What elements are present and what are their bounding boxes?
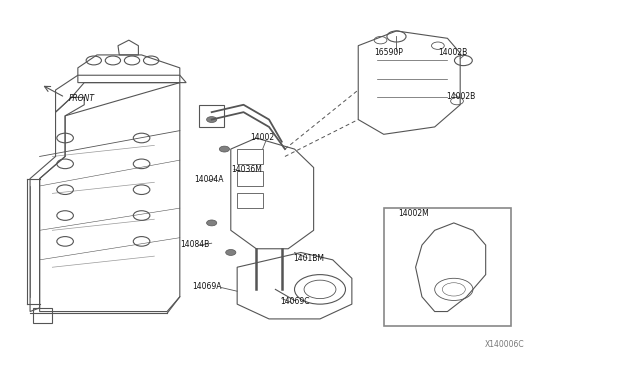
Circle shape (207, 220, 217, 226)
Text: 14084B: 14084B (180, 240, 209, 249)
Text: 16590P: 16590P (374, 48, 403, 57)
Bar (384, 208, 511, 326)
Text: 14002: 14002 (250, 133, 274, 142)
Text: 14036M: 14036M (231, 165, 262, 174)
Text: 14004A: 14004A (194, 175, 223, 184)
Circle shape (226, 250, 236, 256)
Text: X140006C: X140006C (484, 340, 524, 349)
Text: 14002B: 14002B (438, 48, 467, 57)
Text: 14002M: 14002M (397, 209, 429, 218)
Text: FRONT: FRONT (68, 94, 94, 103)
Circle shape (207, 116, 217, 122)
Text: 1401BM: 1401BM (293, 254, 324, 263)
Text: 14069A: 14069A (193, 282, 222, 291)
Text: 14069C: 14069C (280, 297, 310, 306)
Text: 14002B: 14002B (446, 92, 476, 101)
Circle shape (220, 146, 230, 152)
